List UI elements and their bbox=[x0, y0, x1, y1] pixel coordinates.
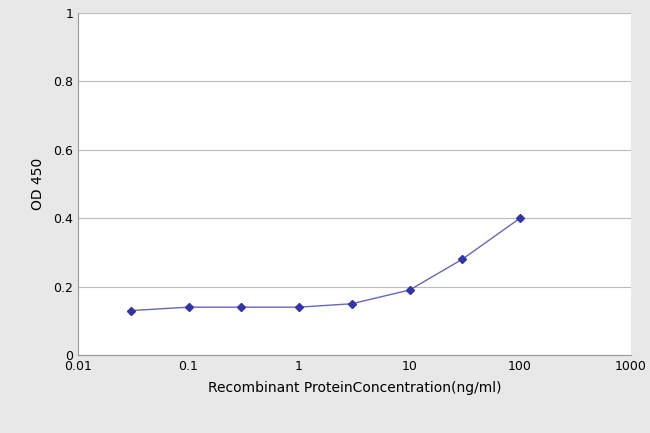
X-axis label: Recombinant ProteinConcentration(ng/ml): Recombinant ProteinConcentration(ng/ml) bbox=[207, 381, 501, 395]
Y-axis label: OD 450: OD 450 bbox=[31, 158, 45, 210]
